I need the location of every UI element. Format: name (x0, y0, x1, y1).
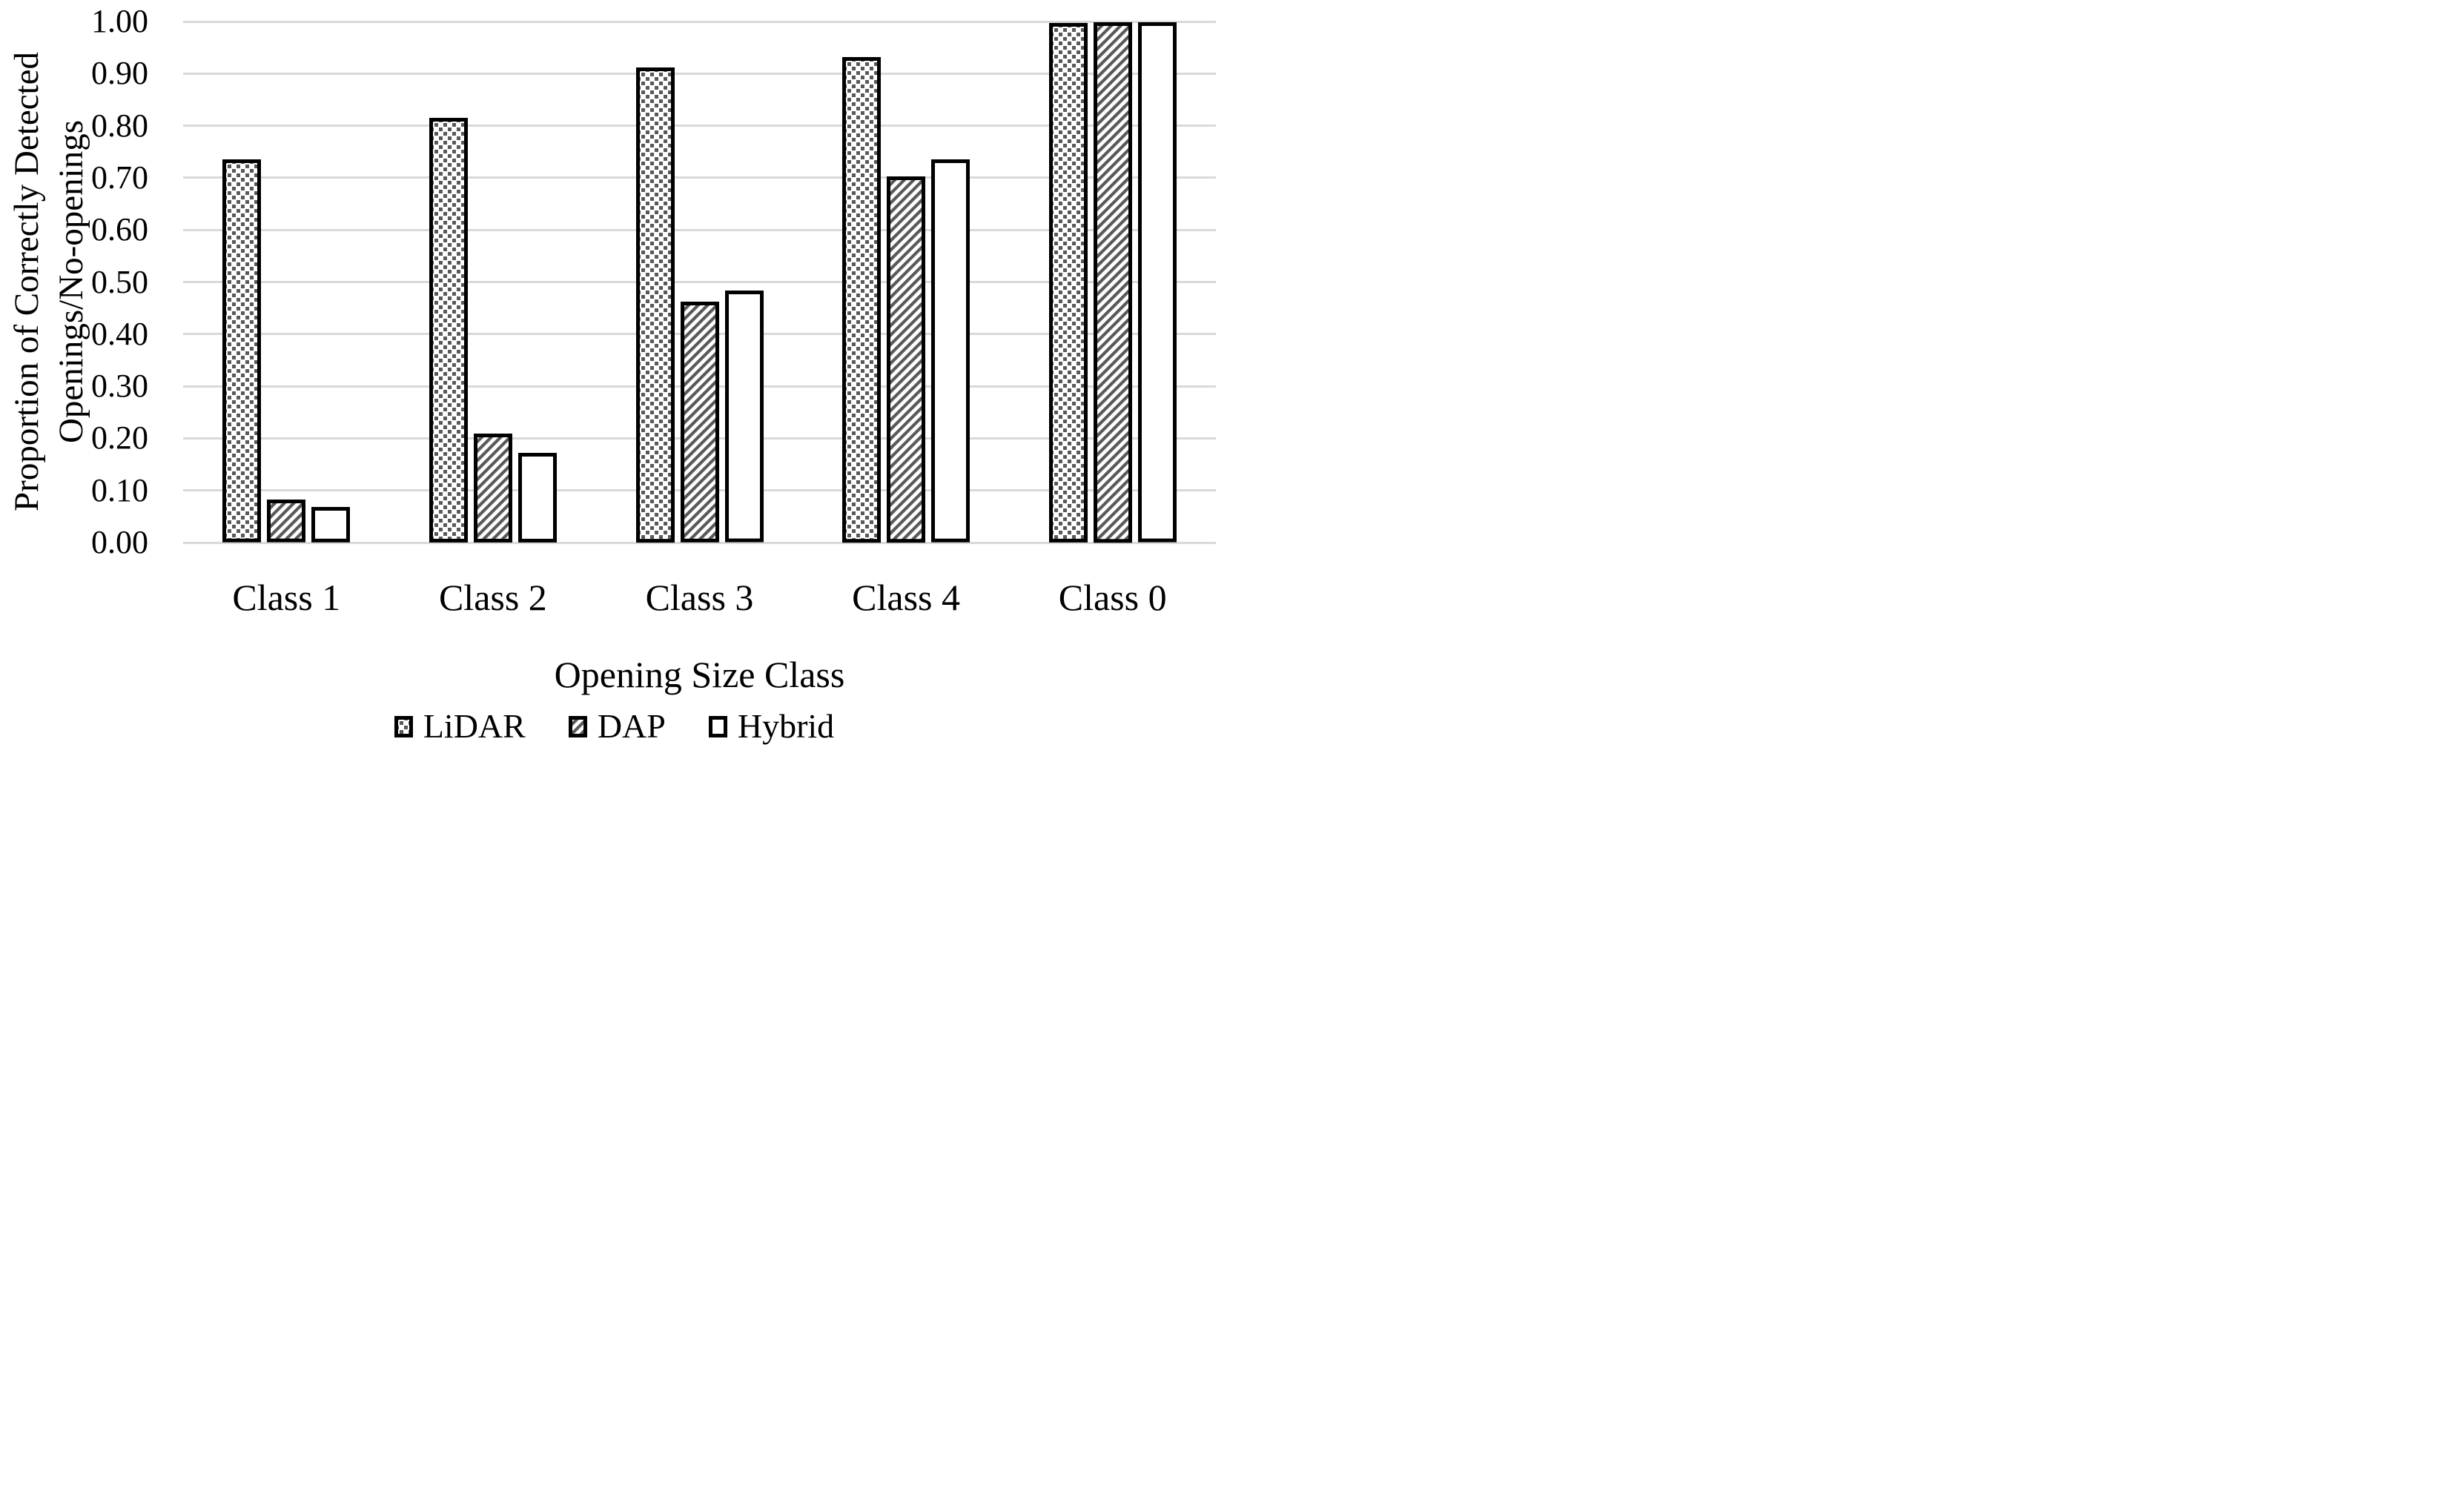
gridline-y-0.00 (183, 541, 1216, 544)
bar-hybrid-class-3 (724, 291, 764, 543)
bar-hybrid-class-4 (931, 159, 970, 543)
gridline-y-0.80 (183, 125, 1216, 127)
y-tick-label-0.40: 0.40 (91, 315, 148, 352)
legend-item-dap: DAP (568, 706, 666, 747)
gridline-y-0.60 (183, 228, 1216, 231)
y-tick-label-1.00: 1.00 (91, 3, 148, 39)
x-category-label-class-3: Class 3 (645, 577, 754, 618)
gridline-y-0.70 (183, 176, 1216, 179)
y-tick-label-0.30: 0.30 (91, 368, 148, 405)
legend-swatch-plain-white-icon (708, 715, 727, 737)
y-tick-label-0.10: 0.10 (91, 471, 148, 508)
legend: LiDAR DAP Hybrid (0, 706, 1228, 747)
plot-area (183, 20, 1216, 544)
legend-swatch-dotted-squares-icon (394, 715, 413, 737)
y-tick-label-0.00: 0.00 (91, 524, 148, 560)
x-category-label-class-0: Class 0 (1058, 577, 1167, 618)
legend-label-dap: DAP (597, 707, 666, 745)
y-tick-label-0.20: 0.20 (91, 420, 148, 457)
bar-dap-class-1 (267, 500, 306, 543)
x-category-label-class-2: Class 2 (438, 577, 547, 618)
bar-dap-class-4 (887, 176, 926, 543)
bar-dap-class-3 (680, 302, 719, 543)
bar-dap-class-0 (1093, 21, 1132, 543)
bar-lidar-class-4 (842, 56, 882, 543)
gridline-y-0.50 (183, 281, 1216, 283)
legend-label-lidar: LiDAR (423, 707, 526, 745)
bar-chart-figure: Proportion of Correctly Detected Opening… (0, 0, 1228, 756)
y-tick-label-0.90: 0.90 (91, 55, 148, 92)
gridline-y-0.90 (183, 72, 1216, 75)
gridline-y-1.00 (183, 20, 1216, 23)
x-axis-title: Opening Size Class (554, 654, 845, 695)
legend-swatch-diagonal-hatch-icon (568, 715, 587, 737)
bar-lidar-class-1 (222, 159, 262, 543)
bar-lidar-class-0 (1048, 23, 1088, 543)
x-category-label-class-1: Class 1 (232, 577, 341, 618)
y-tick-label-0.80: 0.80 (91, 107, 148, 144)
y-tick-label-0.50: 0.50 (91, 263, 148, 300)
y-tick-label-0.60: 0.60 (91, 211, 148, 248)
y-tick-label-0.70: 0.70 (91, 159, 148, 196)
bar-dap-class-2 (473, 434, 512, 543)
bar-hybrid-class-0 (1137, 22, 1177, 543)
legend-item-hybrid: Hybrid (708, 706, 835, 747)
legend-item-lidar: LiDAR (394, 706, 526, 747)
legend-label-hybrid: Hybrid (737, 707, 835, 745)
x-category-label-class-4: Class 4 (852, 577, 961, 618)
bar-lidar-class-3 (635, 67, 675, 543)
bar-hybrid-class-2 (517, 453, 557, 543)
bar-lidar-class-2 (429, 118, 468, 543)
bar-hybrid-class-1 (311, 507, 351, 543)
